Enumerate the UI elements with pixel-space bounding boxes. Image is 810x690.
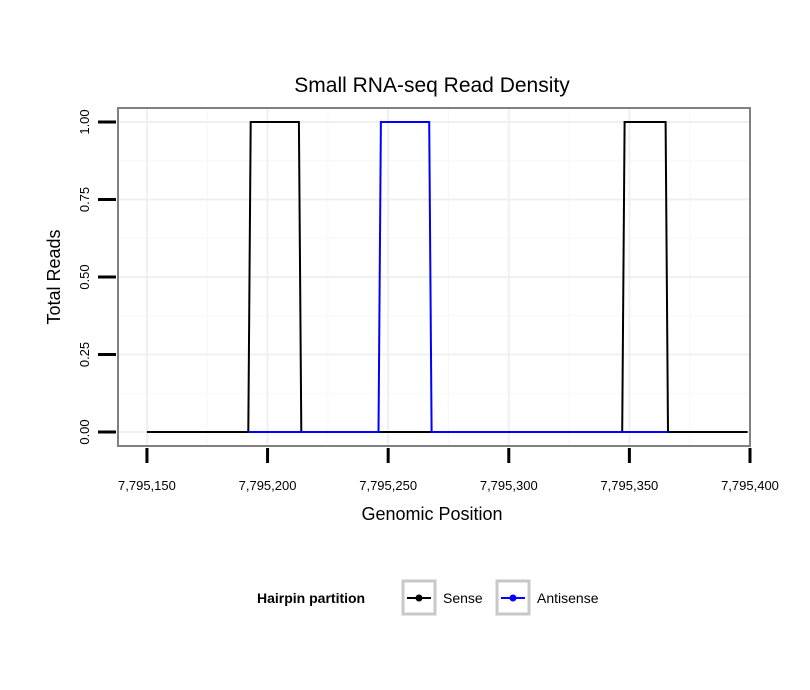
y-tick-label: 1.00 [77,109,92,134]
series-line-antisense [248,121,668,433]
chart-title: Small RNA-seq Read Density [294,74,570,97]
series-lines [146,121,748,433]
x-tick-label: 7,795,200 [239,478,297,493]
legend-key-antisense-dot [509,594,517,602]
x-tick-label: 7,795,250 [359,478,417,493]
legend-title: Hairpin partition [257,590,365,606]
y-tick-label: 0.25 [77,342,92,367]
x-tick-label: 7,795,400 [721,478,779,493]
legend-label-antisense: Antisense [537,590,599,606]
x-axis: 7,795,150 7,795,200 7,795,250 7,795,300 7,79… [118,448,779,493]
legend: Hairpin partition Sense Antisense [257,579,599,616]
x-tick-label: 7,795,350 [600,478,658,493]
legend-label-sense: Sense [443,590,483,606]
legend-key-sense-dot [415,594,423,602]
y-tick-label: 0.00 [77,419,92,444]
plot-panel-border [117,107,751,447]
x-tick-label: 7,795,300 [480,478,538,493]
x-axis-label: Genomic Position [361,504,502,524]
y-tick-label: 0.75 [77,187,92,212]
x-tick-label: 7,795,150 [118,478,176,493]
y-tick-label: 0.50 [77,264,92,289]
y-axis-label: Total Reads [44,229,64,324]
y-axis: 0.00 0.25 0.50 0.75 1.00 [77,109,116,445]
